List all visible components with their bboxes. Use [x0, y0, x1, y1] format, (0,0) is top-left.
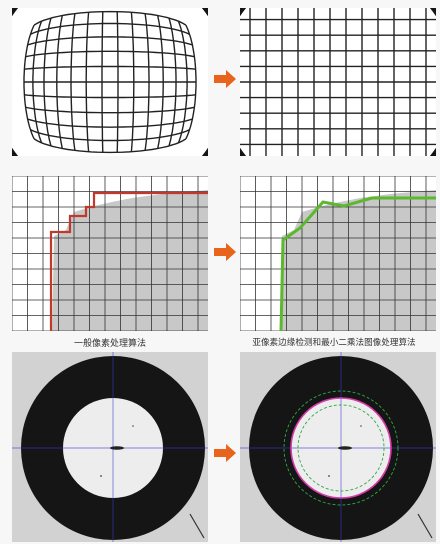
- subpixel-edge-panel: [240, 176, 436, 331]
- fit-outer-bound: [283, 390, 399, 506]
- distorted-grid-panel: [12, 8, 208, 156]
- speck: [360, 425, 362, 427]
- speck: [100, 475, 102, 477]
- surface-scratch: [417, 513, 433, 539]
- grid-horizontal-line: [27, 118, 193, 128]
- corrected-grid-panel: [240, 8, 436, 156]
- grid-horizontal-line: [25, 50, 195, 58]
- grid-horizontal-line: [33, 10, 187, 26]
- grid-horizontal-line: [25, 106, 195, 114]
- caption-subpixel-algorithm: 亚像素边缘检测和最小二乘法图像处理算法: [252, 338, 416, 348]
- grid-horizontal-line: [30, 129, 190, 142]
- ring-measured-panel: [240, 352, 436, 542]
- speck: [328, 475, 330, 477]
- fitted-circle: [290, 397, 392, 499]
- grid-horizontal-line: [24, 94, 196, 99]
- pixel-edge-line: [49, 191, 208, 331]
- grid-horizontal-line: [24, 65, 196, 70]
- fit-inner-bound: [297, 404, 385, 492]
- surface-scratch: [189, 513, 205, 539]
- grid-horizontal-line: [30, 22, 190, 35]
- center-mark: [110, 446, 124, 450]
- ring-photo-panel: [12, 352, 208, 542]
- grid-horizontal-line: [33, 138, 187, 154]
- center-mark: [338, 446, 352, 450]
- pixel-edge-panel: [12, 176, 208, 331]
- right-arrow-icon: [214, 444, 236, 466]
- caption-pixel-algorithm: 一般像素处理算法: [73, 339, 146, 349]
- subpixel-edge-line: [279, 196, 436, 331]
- grid-lines: [23, 10, 197, 154]
- grid-lines: [240, 8, 436, 156]
- pixel-grid: [12, 176, 208, 331]
- right-arrow-icon: [214, 70, 236, 92]
- grid-horizontal-line: [27, 36, 193, 46]
- object-region: [280, 190, 436, 331]
- speck: [132, 425, 134, 427]
- pixel-grid: [240, 176, 436, 331]
- object-region: [52, 190, 208, 331]
- right-arrow-icon: [214, 243, 236, 265]
